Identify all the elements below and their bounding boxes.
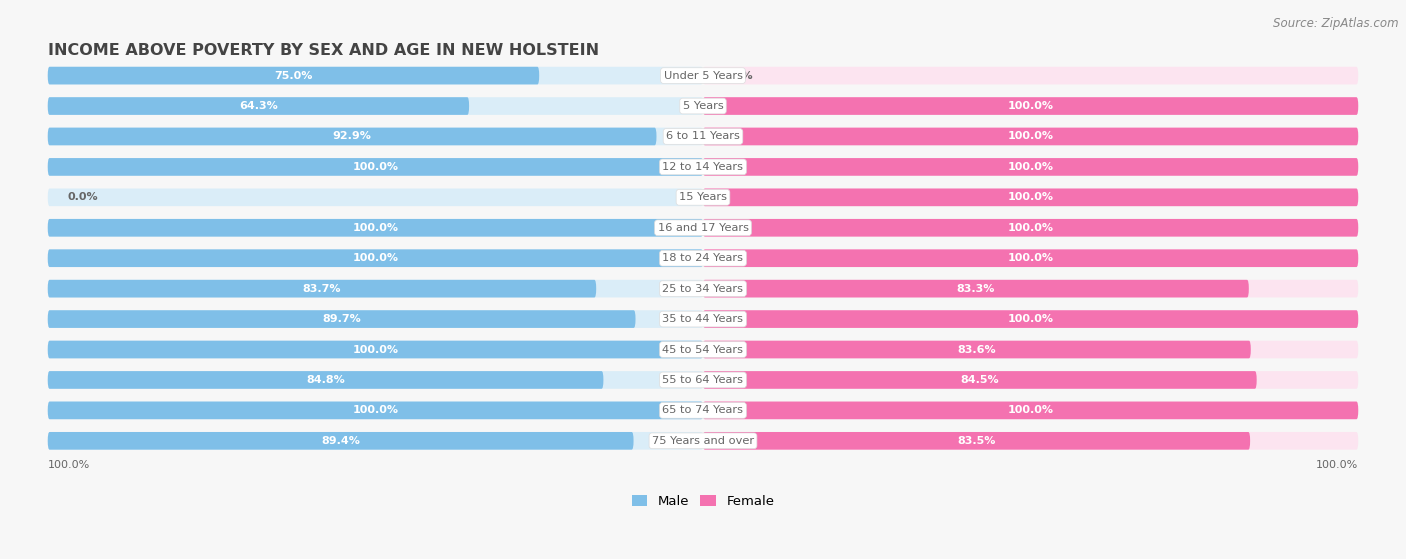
Text: 100.0%: 100.0%: [353, 253, 398, 263]
FancyBboxPatch shape: [48, 188, 703, 206]
FancyBboxPatch shape: [703, 97, 1358, 115]
Text: 84.5%: 84.5%: [960, 375, 1000, 385]
FancyBboxPatch shape: [48, 97, 470, 115]
FancyBboxPatch shape: [48, 127, 703, 145]
FancyBboxPatch shape: [703, 371, 1257, 389]
FancyBboxPatch shape: [703, 67, 1358, 84]
Text: 35 to 44 Years: 35 to 44 Years: [662, 314, 744, 324]
FancyBboxPatch shape: [703, 371, 1358, 389]
Text: Source: ZipAtlas.com: Source: ZipAtlas.com: [1274, 17, 1399, 30]
Text: 100.0%: 100.0%: [1008, 223, 1053, 233]
Text: 75 Years and over: 75 Years and over: [652, 436, 754, 446]
Text: 83.5%: 83.5%: [957, 436, 995, 446]
FancyBboxPatch shape: [48, 280, 703, 297]
Text: 100.0%: 100.0%: [1008, 101, 1053, 111]
FancyBboxPatch shape: [703, 188, 1358, 206]
Text: 100.0%: 100.0%: [353, 344, 398, 354]
Text: 84.8%: 84.8%: [307, 375, 344, 385]
FancyBboxPatch shape: [48, 67, 538, 84]
Text: 100.0%: 100.0%: [1008, 405, 1053, 415]
Text: 100.0%: 100.0%: [1008, 192, 1053, 202]
FancyBboxPatch shape: [48, 158, 703, 176]
Text: 0.0%: 0.0%: [67, 192, 98, 202]
Text: 83.7%: 83.7%: [302, 283, 342, 293]
FancyBboxPatch shape: [48, 310, 636, 328]
FancyBboxPatch shape: [48, 97, 703, 115]
FancyBboxPatch shape: [703, 127, 1358, 145]
FancyBboxPatch shape: [48, 249, 703, 267]
FancyBboxPatch shape: [48, 219, 703, 236]
FancyBboxPatch shape: [48, 432, 703, 449]
FancyBboxPatch shape: [703, 188, 1358, 206]
FancyBboxPatch shape: [703, 127, 1358, 145]
Text: 16 and 17 Years: 16 and 17 Years: [658, 223, 748, 233]
Text: 25 to 34 Years: 25 to 34 Years: [662, 283, 744, 293]
Text: 89.4%: 89.4%: [321, 436, 360, 446]
Text: 83.3%: 83.3%: [956, 283, 995, 293]
FancyBboxPatch shape: [703, 401, 1358, 419]
Text: 100.0%: 100.0%: [1008, 131, 1053, 141]
Text: 89.7%: 89.7%: [322, 314, 361, 324]
Text: 5 Years: 5 Years: [683, 101, 723, 111]
FancyBboxPatch shape: [48, 340, 703, 358]
FancyBboxPatch shape: [48, 401, 703, 419]
FancyBboxPatch shape: [48, 340, 703, 358]
FancyBboxPatch shape: [703, 401, 1358, 419]
Text: 6 to 11 Years: 6 to 11 Years: [666, 131, 740, 141]
FancyBboxPatch shape: [48, 219, 703, 236]
FancyBboxPatch shape: [703, 158, 1358, 176]
Text: 83.6%: 83.6%: [957, 344, 997, 354]
FancyBboxPatch shape: [703, 310, 1358, 328]
Text: 65 to 74 Years: 65 to 74 Years: [662, 405, 744, 415]
FancyBboxPatch shape: [48, 371, 703, 389]
Text: 92.9%: 92.9%: [333, 131, 371, 141]
Text: 55 to 64 Years: 55 to 64 Years: [662, 375, 744, 385]
Text: 75.0%: 75.0%: [274, 70, 312, 80]
FancyBboxPatch shape: [48, 432, 634, 449]
FancyBboxPatch shape: [703, 219, 1358, 236]
Text: Under 5 Years: Under 5 Years: [664, 70, 742, 80]
FancyBboxPatch shape: [48, 371, 603, 389]
FancyBboxPatch shape: [703, 310, 1358, 328]
FancyBboxPatch shape: [48, 127, 657, 145]
FancyBboxPatch shape: [703, 340, 1358, 358]
Text: 100.0%: 100.0%: [353, 162, 398, 172]
Text: INCOME ABOVE POVERTY BY SEX AND AGE IN NEW HOLSTEIN: INCOME ABOVE POVERTY BY SEX AND AGE IN N…: [48, 43, 599, 58]
Text: 12 to 14 Years: 12 to 14 Years: [662, 162, 744, 172]
Text: 100.0%: 100.0%: [1008, 314, 1053, 324]
Text: 100.0%: 100.0%: [48, 459, 90, 470]
Text: 0.0%: 0.0%: [723, 70, 754, 80]
FancyBboxPatch shape: [703, 219, 1358, 236]
Text: 45 to 54 Years: 45 to 54 Years: [662, 344, 744, 354]
FancyBboxPatch shape: [703, 249, 1358, 267]
FancyBboxPatch shape: [703, 280, 1358, 297]
FancyBboxPatch shape: [703, 249, 1358, 267]
Text: 100.0%: 100.0%: [353, 223, 398, 233]
Text: 100.0%: 100.0%: [1316, 459, 1358, 470]
Text: 100.0%: 100.0%: [1008, 253, 1053, 263]
Text: 100.0%: 100.0%: [353, 405, 398, 415]
Text: 100.0%: 100.0%: [1008, 162, 1053, 172]
Text: 15 Years: 15 Years: [679, 192, 727, 202]
Text: 64.3%: 64.3%: [239, 101, 278, 111]
FancyBboxPatch shape: [48, 67, 703, 84]
FancyBboxPatch shape: [703, 432, 1358, 449]
FancyBboxPatch shape: [703, 432, 1250, 449]
FancyBboxPatch shape: [48, 158, 703, 176]
Legend: Male, Female: Male, Female: [626, 490, 780, 513]
FancyBboxPatch shape: [48, 401, 703, 419]
FancyBboxPatch shape: [48, 280, 596, 297]
FancyBboxPatch shape: [48, 310, 703, 328]
FancyBboxPatch shape: [48, 249, 703, 267]
FancyBboxPatch shape: [703, 340, 1251, 358]
FancyBboxPatch shape: [703, 97, 1358, 115]
Text: 18 to 24 Years: 18 to 24 Years: [662, 253, 744, 263]
FancyBboxPatch shape: [703, 158, 1358, 176]
FancyBboxPatch shape: [703, 280, 1249, 297]
